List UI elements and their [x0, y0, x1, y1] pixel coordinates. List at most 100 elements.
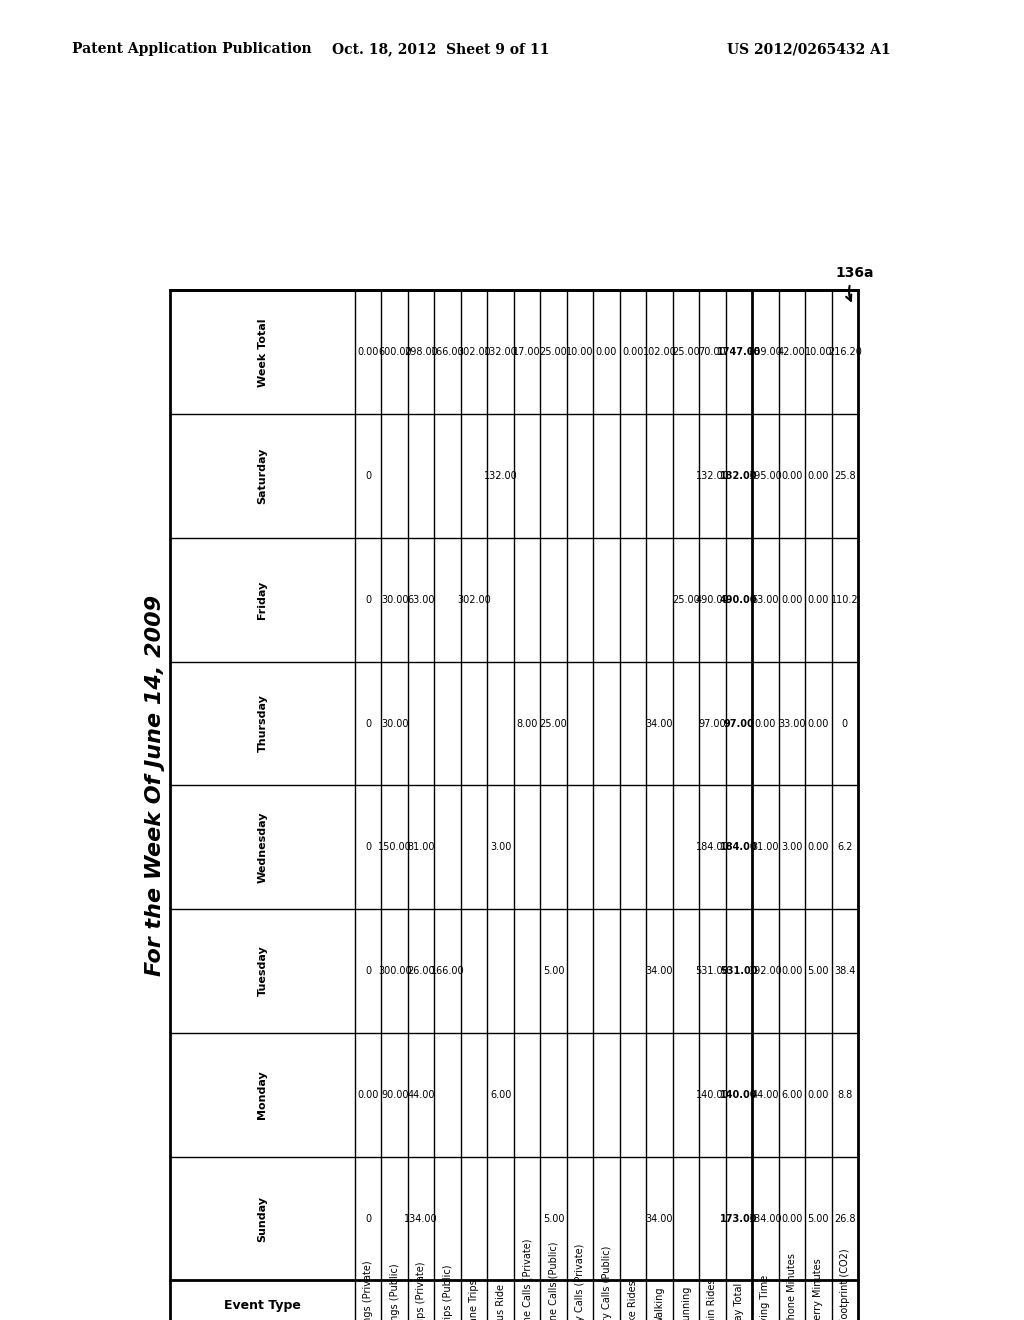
- Text: 0: 0: [366, 842, 372, 853]
- Text: 132.00: 132.00: [483, 347, 517, 358]
- Text: 8.00: 8.00: [516, 718, 538, 729]
- Text: 3.00: 3.00: [489, 842, 511, 853]
- Text: 173.00: 173.00: [720, 1213, 758, 1224]
- Text: 150.00: 150.00: [378, 842, 412, 853]
- Text: 184.00: 184.00: [720, 842, 758, 853]
- Text: 34.00: 34.00: [646, 966, 673, 975]
- Text: BlackBerry Minutes: BlackBerry Minutes: [813, 1258, 823, 1320]
- Text: Train Rides: Train Rides: [708, 1279, 718, 1320]
- Text: Sunday: Sunday: [257, 1196, 267, 1242]
- Text: US 2012/0265432 A1: US 2012/0265432 A1: [727, 42, 891, 57]
- Text: BlackBerry Calls (Public): BlackBerry Calls (Public): [601, 1246, 611, 1320]
- Text: 0.00: 0.00: [623, 347, 644, 358]
- Text: 63.00: 63.00: [408, 595, 435, 605]
- Text: 26.00: 26.00: [408, 966, 435, 975]
- Text: 31.00: 31.00: [752, 842, 779, 853]
- Text: 0: 0: [366, 595, 372, 605]
- Text: Event Type: Event Type: [224, 1299, 301, 1312]
- Text: 3.00: 3.00: [781, 842, 803, 853]
- Text: Saturday: Saturday: [257, 447, 267, 504]
- Text: Carbon Footprint (CO2): Carbon Footprint (CO2): [840, 1249, 850, 1320]
- Text: 10.00: 10.00: [805, 347, 833, 358]
- Text: Day Total: Day Total: [734, 1283, 743, 1320]
- Text: 0: 0: [366, 966, 372, 975]
- Text: Oct. 18, 2012  Sheet 9 of 11: Oct. 18, 2012 Sheet 9 of 11: [332, 42, 549, 57]
- Text: 140.00: 140.00: [720, 1090, 758, 1100]
- Text: 195.00: 195.00: [749, 471, 782, 480]
- Text: 490.00: 490.00: [695, 595, 729, 605]
- Text: Plane Trips: Plane Trips: [469, 1279, 479, 1320]
- Text: 0.00: 0.00: [808, 595, 829, 605]
- Text: 38.4: 38.4: [835, 966, 855, 975]
- Text: 490.00: 490.00: [720, 595, 758, 605]
- Text: 44.00: 44.00: [752, 1090, 779, 1100]
- Text: 0.00: 0.00: [808, 471, 829, 480]
- Text: 70.00: 70.00: [698, 347, 726, 358]
- Text: Office Phone Minutes: Office Phone Minutes: [786, 1254, 797, 1320]
- Text: Walking: Walking: [654, 1286, 665, 1320]
- Text: 97.00: 97.00: [724, 718, 755, 729]
- Text: Office Phone Calls (Private): Office Phone Calls (Private): [522, 1238, 532, 1320]
- Text: 136a: 136a: [836, 267, 874, 301]
- Text: 0.00: 0.00: [781, 595, 803, 605]
- Text: 0.00: 0.00: [781, 1213, 803, 1224]
- Text: 0.00: 0.00: [781, 966, 803, 975]
- Text: Meetings (Private): Meetings (Private): [364, 1261, 373, 1320]
- Text: 5.00: 5.00: [808, 966, 829, 975]
- Text: 531.00: 531.00: [720, 966, 758, 975]
- Text: 33.00: 33.00: [778, 718, 806, 729]
- Text: Running: Running: [681, 1286, 691, 1320]
- Text: 302.00: 302.00: [458, 595, 490, 605]
- Text: 0.00: 0.00: [808, 842, 829, 853]
- Text: 132.00: 132.00: [720, 471, 758, 480]
- Text: Monday: Monday: [257, 1071, 267, 1119]
- Text: Meetings (Public): Meetings (Public): [390, 1263, 399, 1320]
- Text: 659.00: 659.00: [749, 347, 782, 358]
- Text: 0.00: 0.00: [357, 1090, 379, 1100]
- Text: 102.00: 102.00: [643, 347, 676, 358]
- Text: Thursday: Thursday: [257, 694, 267, 752]
- Text: Patent Application Publication: Patent Application Publication: [72, 42, 311, 57]
- Text: 63.00: 63.00: [752, 595, 779, 605]
- Text: BlackBerry Calls (Private): BlackBerry Calls (Private): [575, 1243, 585, 1320]
- Text: 31.00: 31.00: [408, 842, 435, 853]
- Text: 192.00: 192.00: [749, 966, 782, 975]
- Text: Friday: Friday: [257, 581, 267, 619]
- Text: 166.00: 166.00: [431, 347, 465, 358]
- Text: 34.00: 34.00: [646, 718, 673, 729]
- Text: 44.00: 44.00: [408, 1090, 435, 1100]
- Text: 25.00: 25.00: [672, 347, 699, 358]
- Text: 25.00: 25.00: [672, 595, 699, 605]
- Text: 0: 0: [366, 1213, 372, 1224]
- Text: Tuesday: Tuesday: [257, 945, 267, 997]
- Text: 298.00: 298.00: [404, 347, 438, 358]
- Text: 0.00: 0.00: [781, 471, 803, 480]
- Text: 300.00: 300.00: [378, 966, 412, 975]
- Text: 6.00: 6.00: [781, 1090, 803, 1100]
- Text: Driving Time: Driving Time: [761, 1274, 770, 1320]
- Bar: [170, 290, 858, 1320]
- Text: Bike Rides: Bike Rides: [628, 1280, 638, 1320]
- Text: 97.00: 97.00: [698, 718, 726, 729]
- Text: 25.00: 25.00: [540, 347, 567, 358]
- Text: 25.8: 25.8: [834, 471, 856, 480]
- Text: 110.2: 110.2: [830, 595, 858, 605]
- Text: 5.00: 5.00: [543, 966, 564, 975]
- Text: Wednesday: Wednesday: [257, 812, 267, 883]
- Text: 302.00: 302.00: [458, 347, 490, 358]
- Text: 30.00: 30.00: [381, 718, 409, 729]
- Text: 5.00: 5.00: [808, 1213, 829, 1224]
- Text: 216.20: 216.20: [827, 347, 862, 358]
- Text: 8.8: 8.8: [838, 1090, 852, 1100]
- Text: 0.00: 0.00: [755, 718, 776, 729]
- Text: 90.00: 90.00: [381, 1090, 409, 1100]
- Text: 600.00: 600.00: [378, 347, 412, 358]
- Text: 0.00: 0.00: [808, 718, 829, 729]
- Text: 132.00: 132.00: [483, 471, 517, 480]
- Text: 166.00: 166.00: [431, 966, 465, 975]
- Text: Week Total: Week Total: [257, 318, 267, 387]
- Text: 0: 0: [842, 718, 848, 729]
- Text: 6.2: 6.2: [837, 842, 852, 853]
- Text: 0: 0: [366, 471, 372, 480]
- Text: Bus Ride: Bus Ride: [496, 1284, 506, 1320]
